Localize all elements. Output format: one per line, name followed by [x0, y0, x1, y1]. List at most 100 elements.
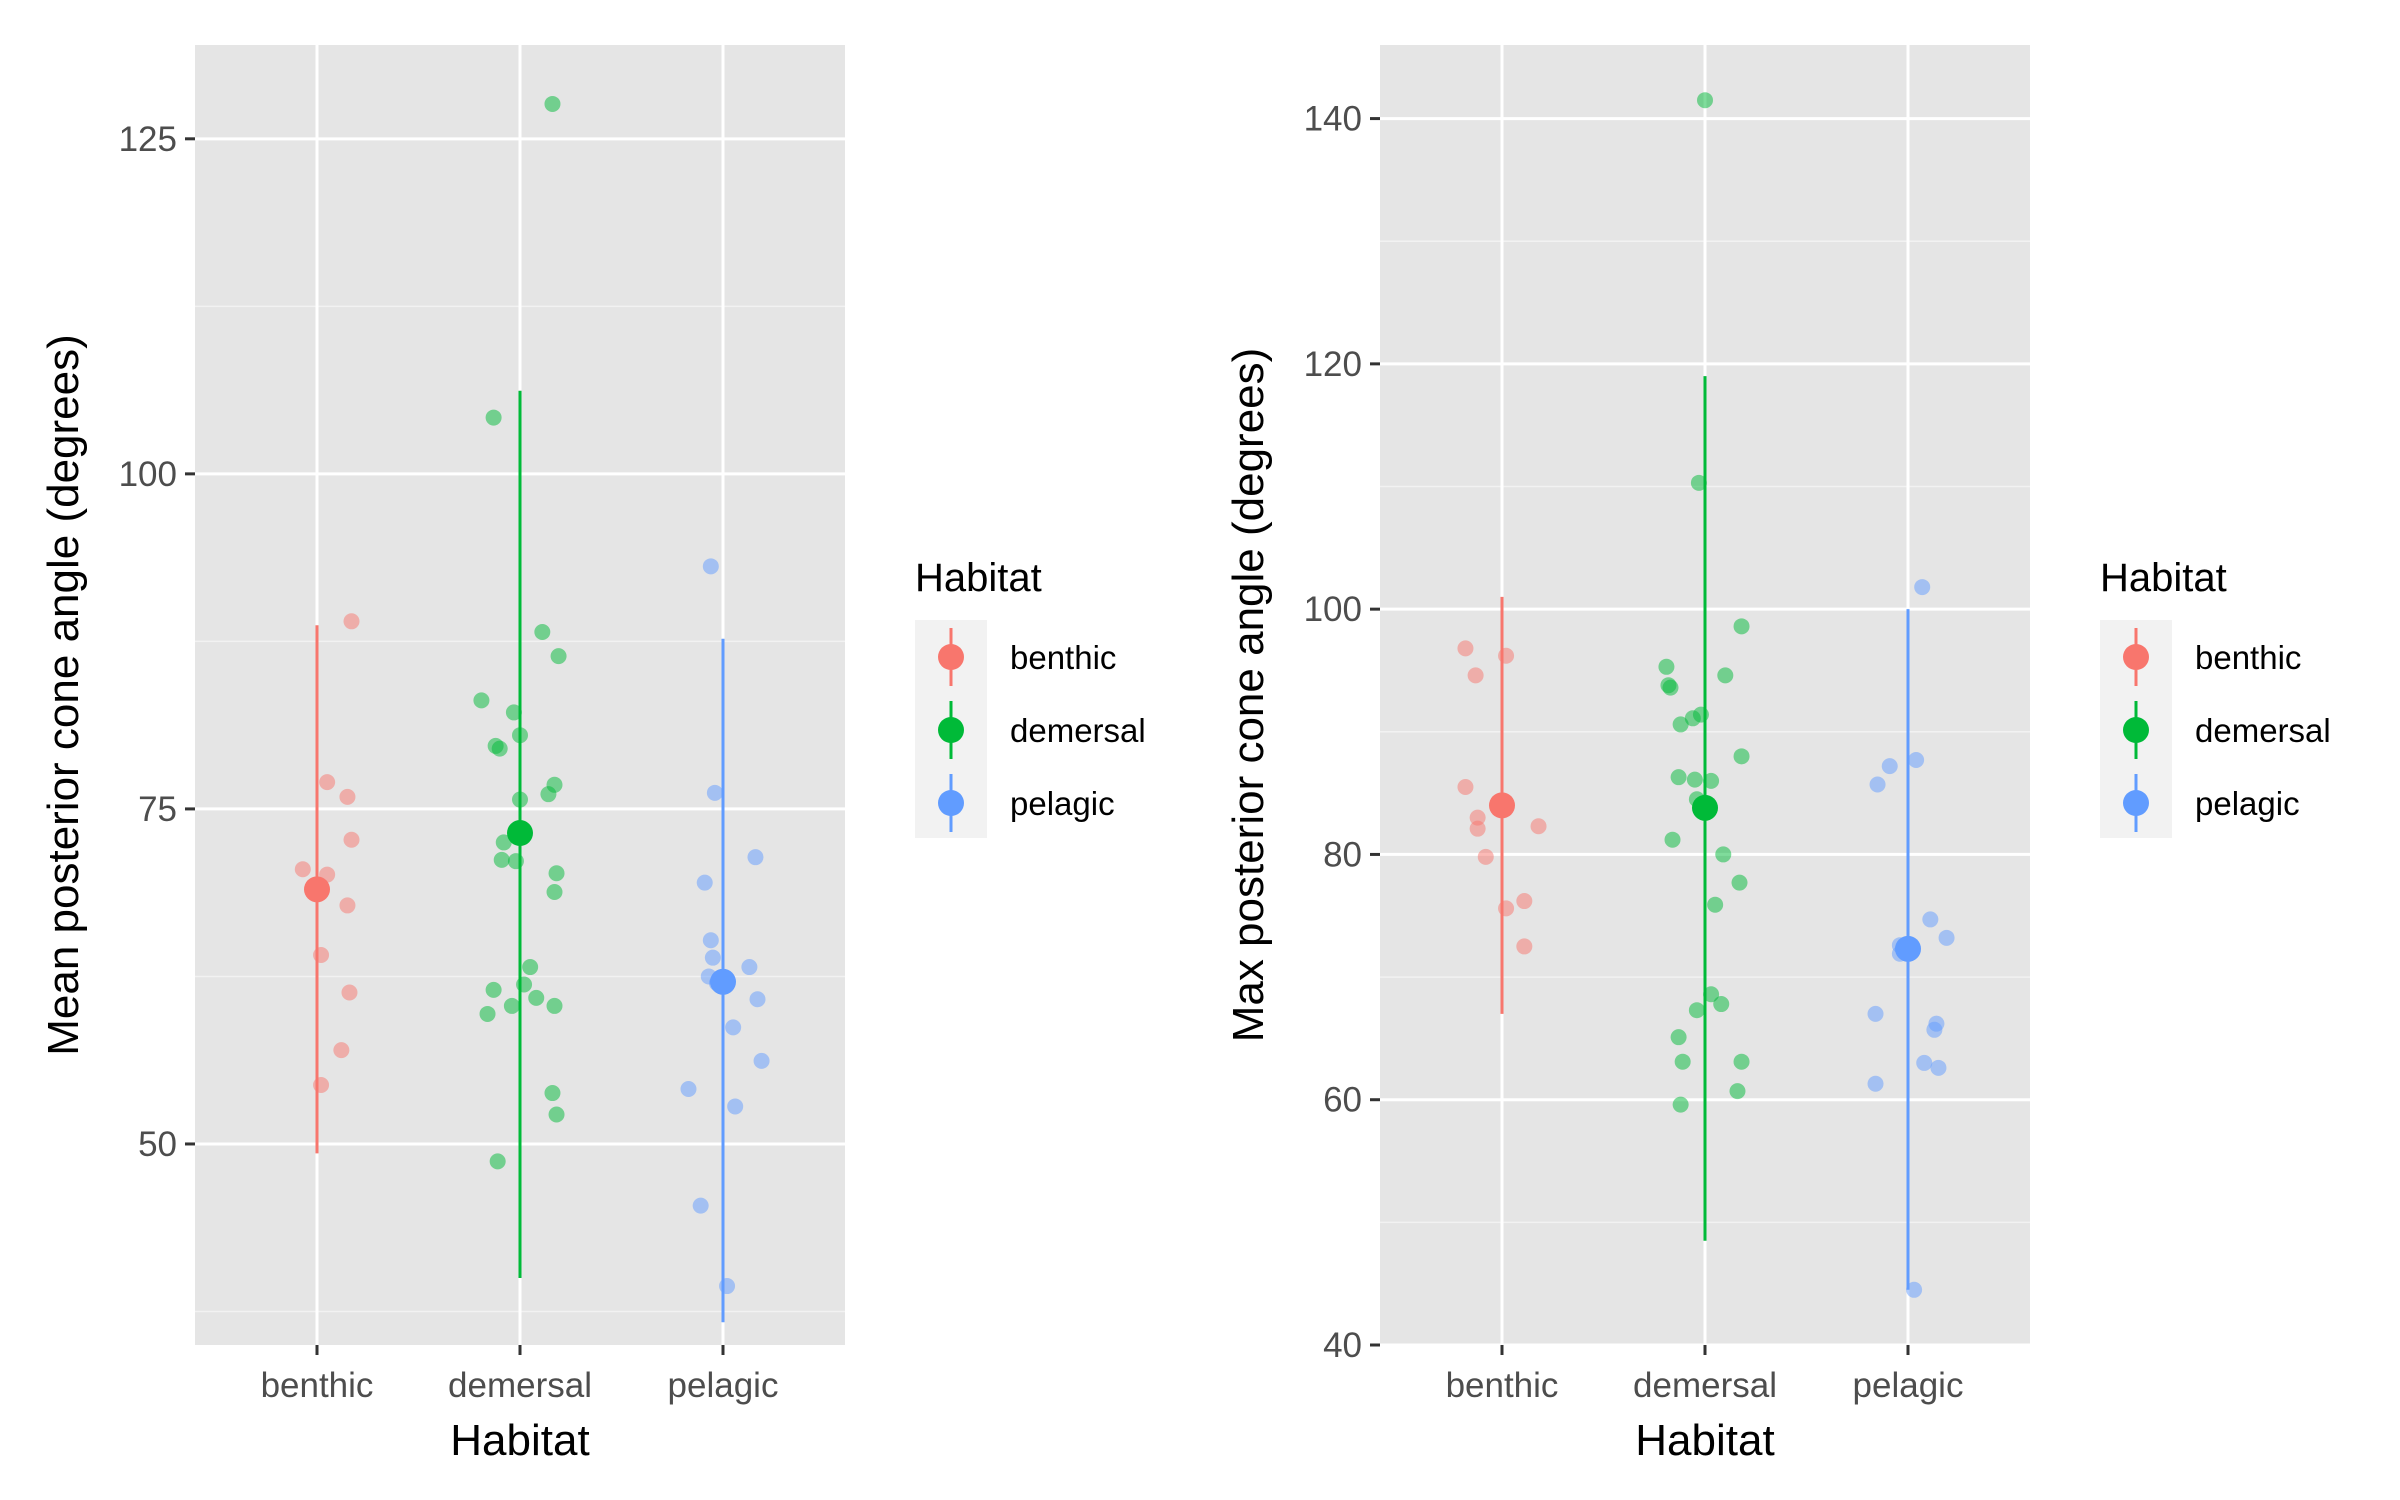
data-point-demersal [550, 648, 567, 665]
y-axis-title: Max posterior cone angle (degrees) [1224, 348, 1273, 1043]
data-point-benthic [341, 984, 358, 1001]
data-point-benthic [343, 831, 360, 848]
x-tick-label-benthic: benthic [1446, 1366, 1559, 1405]
data-point-benthic [294, 861, 311, 878]
mean-point-pelagic [1895, 935, 1921, 962]
data-point-demersal [1684, 710, 1701, 727]
data-point-demersal [489, 1153, 506, 1170]
data-point-pelagic [741, 959, 758, 976]
y-tick-label: 100 [1304, 590, 1362, 629]
x-axis: benthic demersal pelagic [1446, 1345, 1964, 1405]
x-tick-label-pelagic: pelagic [1853, 1366, 1964, 1405]
legend-label-benthic: benthic [1010, 639, 1116, 676]
legend-title: Habitat [2100, 556, 2227, 600]
data-point-pelagic [1938, 929, 1955, 946]
data-point-pelagic [1926, 1021, 1943, 1038]
data-point-demersal [534, 624, 551, 641]
data-point-pelagic [747, 849, 764, 866]
data-point-pelagic [680, 1081, 697, 1098]
y-tick-label: 60 [1323, 1081, 1362, 1120]
data-point-demersal [479, 1005, 496, 1022]
data-point-demersal [540, 786, 557, 803]
legend: Habitat benthic demersal pelagic [2100, 556, 2331, 838]
data-point-demersal [507, 853, 524, 870]
data-point-benthic [1516, 938, 1533, 955]
data-marks [1457, 92, 1955, 1298]
legend-item-benthic: benthic [938, 628, 1116, 686]
x-tick-label-benthic: benthic [261, 1366, 374, 1405]
data-point-demersal [544, 95, 561, 112]
data-point-demersal [493, 851, 510, 868]
data-marks [294, 95, 770, 1323]
mean-point-pelagic [710, 968, 736, 995]
data-point-pelagic [696, 874, 713, 891]
legend-item-benthic: benthic [2123, 628, 2301, 686]
x-axis-title: Habitat [450, 1416, 589, 1465]
data-point-benthic [319, 774, 336, 791]
data-point-demersal [491, 740, 508, 757]
data-point-demersal [1733, 1053, 1750, 1070]
legend: Habitat benthic demersal pelagic [915, 556, 1146, 838]
mean-point-demersal [1692, 794, 1718, 821]
data-point-pelagic [1906, 1281, 1923, 1298]
data-point-benthic [313, 1077, 330, 1093]
data-point-pelagic [727, 1098, 744, 1115]
data-point-demersal [1658, 658, 1675, 675]
data-point-demersal [1707, 896, 1724, 913]
data-point-benthic [1498, 900, 1515, 917]
data-point-demersal [1670, 769, 1687, 786]
x-axis-title: Habitat [1635, 1416, 1774, 1465]
mean-point-demersal [507, 820, 533, 847]
data-point-pelagic [1867, 1075, 1884, 1092]
data-point-demersal [1703, 772, 1720, 789]
data-point-benthic [1469, 820, 1486, 837]
data-point-demersal [1713, 996, 1730, 1013]
y-tick-label: 100 [119, 455, 177, 494]
x-tick-label-demersal: demersal [1633, 1366, 1777, 1405]
data-point-pelagic [1869, 776, 1886, 793]
legend-label-pelagic: pelagic [2195, 785, 2300, 822]
data-point-demersal [1664, 831, 1681, 848]
legend-label-pelagic: pelagic [1010, 785, 1115, 822]
data-point-demersal [1670, 1029, 1687, 1046]
data-point-pelagic [1914, 579, 1931, 596]
data-point-pelagic [706, 784, 723, 801]
data-point-benthic [339, 897, 356, 914]
data-point-demersal [548, 1106, 565, 1123]
legend-title: Habitat [915, 556, 1042, 600]
data-point-demersal [544, 1085, 561, 1102]
data-point-pelagic [1922, 911, 1939, 928]
data-point-demersal [1672, 1096, 1689, 1113]
y-tick-label: 40 [1323, 1326, 1362, 1365]
x-tick-label-pelagic: pelagic [668, 1366, 779, 1405]
y-axis: 50 75 100 125 [119, 120, 195, 1164]
y-tick-label: 140 [1304, 100, 1362, 139]
data-point-demersal [1690, 474, 1707, 491]
data-point-demersal [1717, 667, 1734, 684]
data-point-demersal [546, 997, 563, 1014]
data-point-demersal [1672, 716, 1689, 733]
data-point-benthic [1498, 647, 1515, 664]
data-point-demersal [505, 704, 522, 721]
data-point-demersal [1703, 986, 1720, 1003]
y-tick-label: 50 [138, 1125, 177, 1164]
data-point-pelagic [753, 1052, 770, 1069]
legend-item-demersal: demersal [2123, 701, 2331, 759]
data-point-demersal [548, 865, 565, 882]
legend-label-demersal: demersal [1010, 712, 1146, 749]
data-point-pelagic [1916, 1054, 1933, 1071]
chart-max-cone-angle: 40 60 80 100 120 140 benthic demersal pelagic H… [1224, 45, 2331, 1465]
data-point-benthic [1530, 818, 1547, 835]
data-point-demersal [473, 692, 490, 709]
data-point-demersal [1733, 748, 1750, 765]
data-point-demersal [516, 976, 533, 993]
data-point-demersal [1715, 846, 1732, 863]
data-point-benthic [1477, 848, 1494, 865]
data-point-demersal [1729, 1083, 1746, 1100]
y-tick-label: 80 [1323, 835, 1362, 874]
mean-point-benthic [304, 876, 330, 903]
data-point-pelagic [749, 991, 766, 1008]
legend-item-pelagic: pelagic [938, 774, 1115, 832]
data-point-demersal [522, 959, 539, 976]
